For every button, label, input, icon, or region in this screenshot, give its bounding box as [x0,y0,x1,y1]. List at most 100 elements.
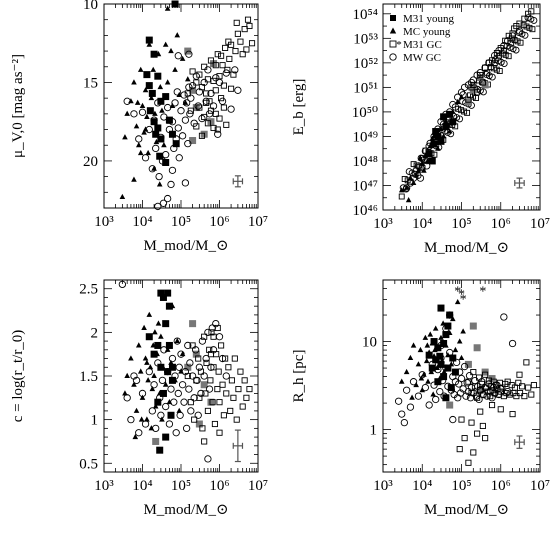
data-point [452,346,459,353]
data-point [202,97,210,105]
data-point [464,360,472,368]
data-point [430,132,438,141]
data-point [214,126,221,133]
data-point [161,294,167,300]
data-point [204,455,212,463]
data-point [405,196,412,203]
data-point [237,38,244,45]
data-point [165,302,173,310]
data-point [246,22,253,30]
data-point [154,72,162,80]
data-point [461,435,468,442]
data-point [482,371,489,378]
data-point [465,371,474,380]
data-point [206,346,213,353]
data-point [222,355,229,362]
data-point [430,338,438,346]
data-point [451,103,460,111]
data-point [458,107,465,114]
data-point [157,83,164,90]
data-point [162,150,170,159]
data-point [144,416,150,422]
data-point [202,390,209,397]
data-point [225,38,232,45]
data-point [200,372,208,380]
data-point [222,69,230,77]
data-point [207,57,215,64]
data-point [134,99,141,105]
data-point [414,162,423,170]
data-point [434,132,442,140]
x-axis-label: M_mod/M_⊙ [424,502,509,518]
x-tick-label: 10⁵ [171,214,191,230]
data-point [446,348,454,357]
data-point [488,73,496,81]
data-point [523,23,530,30]
data-point [475,395,483,404]
data-point [464,109,471,116]
data-point [154,124,162,132]
data-point [225,364,232,371]
data-point [441,368,447,375]
data-point [187,94,195,102]
data-point [437,137,445,145]
data-point [223,390,230,397]
data-point [152,144,160,153]
data-point [185,50,193,58]
data-point [437,354,445,362]
data-point [529,26,536,33]
data-point [398,410,406,418]
data-point [146,107,154,115]
data-point [141,324,147,330]
data-point [402,386,411,394]
data-point [436,387,444,396]
data-point [233,416,240,423]
data-point [481,383,489,392]
data-point [456,115,464,123]
data-point [152,403,159,409]
data-point [127,415,135,424]
data-point [189,137,197,145]
data-point [511,384,518,391]
data-point [232,48,239,55]
data-point [141,420,150,428]
data-point [439,357,445,364]
data-point [178,381,187,389]
data-point [204,407,211,414]
data-point [157,411,165,419]
data-point [148,165,156,173]
data-point [530,16,538,24]
data-point [128,355,134,361]
data-point [446,108,454,116]
data-point [434,365,442,374]
x-tick-label: 10⁵ [171,478,191,494]
data-point [485,380,493,388]
data-point [185,83,193,91]
data-point [446,128,453,134]
x-tick-label: 10⁶ [491,216,511,232]
data-point [488,375,496,383]
data-point [141,154,150,162]
data-point [135,142,142,148]
data-point [152,130,160,138]
x-tick-label: 10⁵ [451,216,471,232]
data-point [424,342,431,348]
data-point [145,149,151,156]
data-point [476,386,484,394]
data-point [215,368,222,375]
data-point [215,333,224,341]
data-point [137,368,144,374]
data-point [516,371,523,378]
data-point [425,142,433,150]
data-point [495,52,503,59]
data-point [460,328,466,334]
data-point [209,346,218,354]
data-point [394,397,403,405]
data-point [428,368,435,375]
data-point [159,389,167,397]
data-point [403,368,410,375]
data-point [214,130,222,138]
x-tick-label: 10⁶ [209,214,229,230]
data-point [528,8,535,15]
